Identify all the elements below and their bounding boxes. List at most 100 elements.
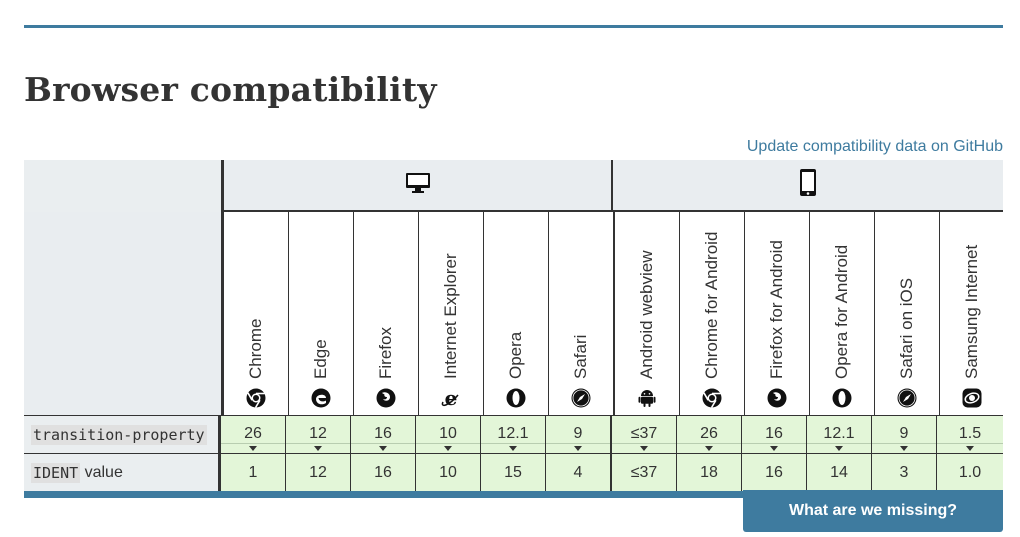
support-version: 4 [573,463,583,481]
browser-header-chrome: Chrome [224,212,289,415]
feature-code: IDENT [31,462,81,483]
browser-name: Internet Explorer [441,253,460,379]
browser-header-row: Chrome Edge Firefox Internet Explorer e Opera… [24,212,1003,415]
support-version: 15 [504,463,522,481]
browser-name: Android webview [637,250,656,379]
support-version: 1 [248,463,258,481]
expand-caret-icon[interactable] [379,446,387,451]
safari-icon [571,388,591,408]
cell-divider [612,443,676,444]
browser-name: Opera [506,331,525,379]
support-cell: 10 [416,454,481,491]
chrome-icon [702,388,722,408]
cell-divider [677,443,741,444]
mobile-icon [800,169,816,201]
support-cell[interactable]: 12.1 [807,416,872,453]
cell-divider [546,443,610,444]
cell-divider [416,443,480,444]
section-heading: Browser compatibility [24,70,437,109]
support-cell[interactable]: 12 [286,416,351,453]
support-version: 16 [765,424,783,442]
chrome-icon [246,388,266,408]
expand-caret-icon[interactable] [249,446,257,451]
support-cell[interactable]: 12.1 [481,416,546,453]
browser-name: Opera for Android [832,244,851,379]
cell-divider [807,443,871,444]
cell-divider [481,443,545,444]
browser-header-firefox: Firefox [354,212,419,415]
header-corner [24,212,224,415]
android-icon [637,388,657,408]
support-version: 10 [439,424,457,442]
table-bottom-rule [24,491,1003,498]
expand-caret-icon[interactable] [900,446,908,451]
support-cell: 1 [221,454,286,491]
browser-name: Samsung Internet [961,244,981,379]
firefox-icon [376,388,396,408]
cell-divider [351,443,415,444]
support-version: 16 [765,463,783,481]
expand-caret-icon[interactable] [444,446,452,451]
compat-table: Chrome Edge Firefox Internet Explorer e Opera… [24,160,1003,498]
update-github-link[interactable]: Update compatibility data on GitHub [746,138,1003,155]
feature-name: IDENT value [24,454,221,491]
support-version: 9 [899,424,909,442]
support-cell: 1.0 [937,454,1003,491]
support-cell[interactable]: ≤37 [612,416,677,453]
support-version: 14 [830,463,848,481]
expand-caret-icon[interactable] [966,446,974,451]
expand-caret-icon[interactable] [509,446,517,451]
expand-caret-icon[interactable] [705,446,713,451]
support-cell[interactable]: 9 [872,416,937,453]
support-version: 3 [899,463,909,481]
browser-header-safari-on-ios: Safari on iOS [875,212,940,415]
support-version: 12 [309,463,327,481]
expand-caret-icon[interactable] [770,446,778,451]
support-cell[interactable]: 16 [742,416,807,453]
expand-caret-icon[interactable] [640,446,648,451]
support-cell: 18 [677,454,742,491]
expand-caret-icon[interactable] [574,446,582,451]
browser-header-samsung-internet: Samsung Internet [940,212,1003,415]
group-mobile [613,160,1003,212]
support-cell[interactable]: 16 [351,416,416,453]
support-cell[interactable]: 10 [416,416,481,453]
support-cell[interactable]: 1.5 [937,416,1003,453]
safari-icon [897,388,917,408]
support-cell[interactable]: 26 [221,416,286,453]
support-cell: 16 [742,454,807,491]
top-rule [24,25,1003,28]
what-are-we-missing-button[interactable]: What are we missing? [743,490,1003,532]
cell-divider [286,443,350,444]
group-desktop [224,160,613,212]
support-cell: 4 [546,454,612,491]
support-version: 9 [573,424,583,442]
support-cell: 12 [286,454,351,491]
support-cell[interactable]: 26 [677,416,742,453]
browser-header-safari: Safari [549,212,615,415]
support-version: 1.5 [958,424,982,442]
cell-divider [221,443,285,444]
support-version: ≤37 [630,424,658,442]
expand-caret-icon[interactable] [314,446,322,451]
support-cell: ≤37 [612,454,677,491]
ie-icon: e [441,386,461,410]
edge-icon [311,388,331,408]
support-cell[interactable]: 9 [546,416,612,453]
support-cell: 15 [481,454,546,491]
feature-code: transition-property [31,424,207,445]
browser-name: Chrome for Android [702,231,721,379]
browser-header-android-webview: Android webview [615,212,680,415]
browser-header-edge: Edge [289,212,354,415]
support-cell: 16 [351,454,416,491]
browser-header-chrome-for-android: Chrome for Android [680,212,745,415]
support-version: 12.1 [823,424,855,442]
table-corner [24,160,224,212]
expand-caret-icon[interactable] [835,446,843,451]
support-cell: 3 [872,454,937,491]
support-version: 18 [700,463,718,481]
browser-name: Chrome [246,318,265,379]
support-version: 12 [309,424,327,442]
support-version: 10 [439,463,457,481]
browser-header-opera: Opera [484,212,549,415]
